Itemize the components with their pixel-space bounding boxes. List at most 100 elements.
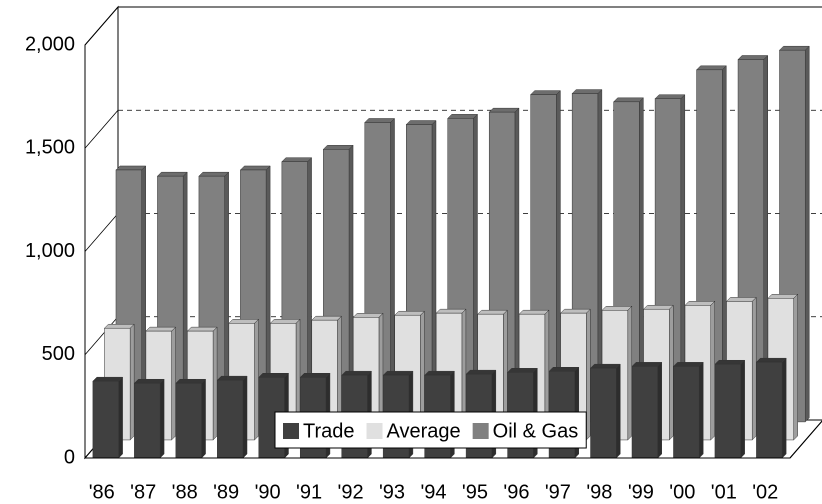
bar-top (571, 89, 603, 94)
x-tick-label: '98 (586, 481, 612, 503)
bar-top (518, 309, 550, 315)
bar-side (669, 304, 674, 441)
tick-mark (84, 213, 119, 252)
bar-top (560, 308, 591, 314)
bar-top (477, 309, 508, 315)
bar-side (751, 296, 757, 441)
bar-top (103, 323, 135, 329)
bar-top (145, 326, 177, 332)
bar-top (548, 367, 580, 372)
bar (714, 359, 746, 459)
y-tick-label: 500 (42, 343, 75, 365)
tick-mark (84, 316, 119, 356)
bar-top (258, 373, 290, 378)
bar-side (710, 300, 715, 441)
bar-side (212, 326, 218, 441)
bar-face (631, 366, 658, 459)
legend-label: Trade (303, 420, 355, 442)
x-tick-label: '01 (711, 481, 737, 503)
x-tick-label: '97 (545, 481, 571, 503)
bar-top (530, 90, 562, 95)
legend-label: Average (387, 420, 461, 442)
x-tick-label: '87 (130, 481, 156, 503)
x-tick-label: '95 (462, 481, 488, 503)
x-tick-label: '00 (669, 481, 695, 503)
x-tick-label: '02 (752, 481, 778, 503)
legend: Trade Average Oil & Gas (274, 411, 587, 449)
bar-top (341, 370, 373, 376)
bar (175, 378, 207, 459)
legend-label: Oil & Gas (493, 420, 579, 442)
x-tick-label: '86 (89, 481, 115, 503)
bar-face (590, 367, 617, 459)
bar-top (198, 171, 230, 177)
bar-top (156, 171, 188, 177)
bar-top (589, 363, 621, 369)
bar-side (242, 375, 248, 459)
bar-top (352, 313, 384, 318)
bar-top (281, 157, 313, 162)
bar-top (92, 376, 124, 382)
bar-top (725, 297, 757, 302)
bar-top (447, 114, 479, 119)
bar (589, 363, 621, 459)
legend-box (274, 411, 587, 449)
bar-face (134, 382, 161, 459)
bar-side (740, 359, 745, 459)
x-tick-label: '88 (172, 481, 198, 503)
x-tick-label: '92 (338, 481, 364, 503)
bar-top (424, 370, 455, 376)
tick-mark (84, 6, 119, 46)
bar-top (506, 368, 538, 373)
x-tick-label: '89 (213, 481, 239, 503)
bar-top (695, 65, 727, 71)
bar-face (756, 361, 783, 459)
bar-face (673, 366, 700, 459)
bar (672, 361, 704, 459)
bar-top (654, 94, 686, 99)
bar-side (129, 323, 135, 441)
tick-mark (84, 109, 119, 149)
bar-side (793, 293, 798, 441)
bar-top (714, 359, 746, 365)
bar-top (115, 165, 147, 171)
bar-top (216, 375, 248, 381)
bar-top (364, 118, 396, 123)
bar-top (613, 97, 644, 103)
bar (755, 357, 787, 459)
bar-face (714, 363, 741, 459)
bar-top (684, 301, 716, 306)
bar-face (175, 382, 202, 459)
bar-top (631, 362, 663, 367)
bar-top (228, 319, 260, 324)
bar-top (601, 306, 633, 311)
bar-top (755, 357, 787, 363)
bar-top (672, 362, 704, 367)
bar-top (435, 308, 467, 314)
bar-side (781, 357, 787, 459)
legend-swatch (472, 423, 489, 439)
bar-top (311, 315, 343, 321)
bar-side (171, 326, 176, 441)
bar-top (175, 378, 207, 384)
bar-face (92, 380, 119, 459)
bar-top (488, 107, 520, 113)
bar (216, 375, 248, 459)
bar-top (133, 378, 165, 384)
bar-face (217, 379, 244, 459)
bar-top (186, 326, 218, 332)
bar-side (698, 361, 704, 459)
bar-side (586, 308, 591, 441)
x-tick-label: '91 (296, 481, 322, 503)
bar (133, 378, 165, 459)
bar-top (239, 165, 271, 171)
x-tick-label: '93 (379, 481, 405, 503)
bar-top (737, 55, 769, 60)
bar (92, 376, 124, 459)
bar-top (322, 145, 354, 150)
bar-side (615, 363, 621, 459)
bar-top (394, 310, 426, 316)
bar-top (269, 319, 301, 324)
x-tick-label: '96 (503, 481, 529, 503)
